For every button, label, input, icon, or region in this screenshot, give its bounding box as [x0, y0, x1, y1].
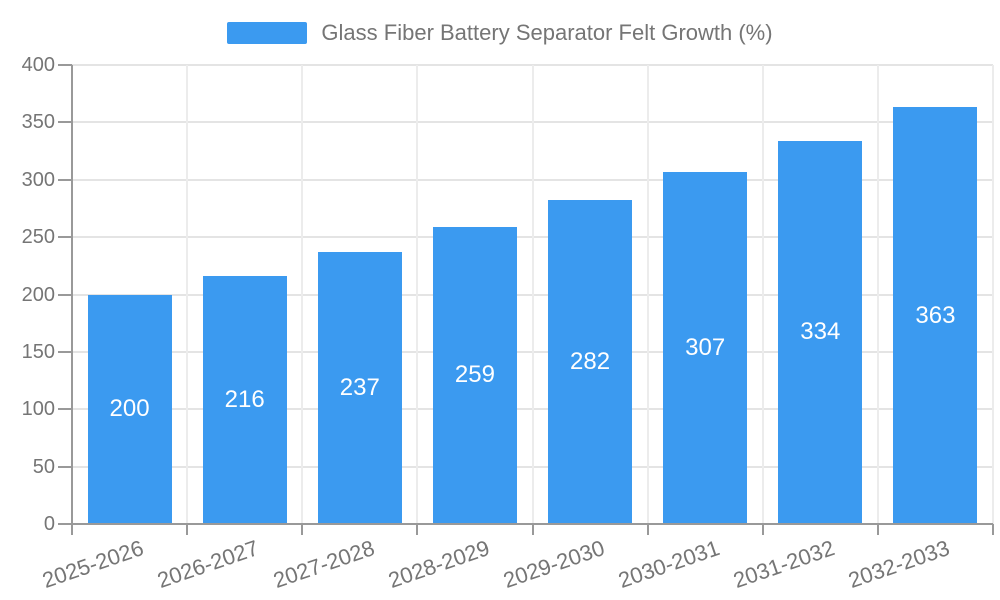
y-axis-label: 0 [43, 513, 55, 535]
x-axis-tick [646, 524, 649, 535]
x-axis-tick [876, 524, 879, 535]
x-axis-label: 2026-2027 [154, 535, 263, 594]
y-axis-tick [58, 350, 72, 353]
bar[interactable] [432, 226, 517, 524]
bar-value-label: 237 [339, 374, 380, 402]
v-gridline [876, 65, 879, 524]
bar-value-label: 334 [800, 318, 841, 346]
y-axis-label: 300 [21, 168, 55, 191]
y-axis-label: 150 [21, 340, 55, 363]
legend-label: Glass Fiber Battery Separator Felt Growt… [321, 20, 773, 45]
y-axis-label: 350 [21, 111, 55, 134]
x-axis-tick [71, 524, 73, 535]
bar-value-label: 259 [454, 361, 495, 389]
y-axis-label: 400 [21, 54, 55, 76]
v-gridline [416, 65, 419, 524]
bar[interactable] [548, 200, 633, 524]
v-gridline [531, 65, 534, 524]
v-gridline [992, 65, 994, 524]
x-axis-label: 2030-2031 [615, 535, 723, 594]
x-axis-label: 2032-2033 [845, 535, 953, 594]
y-axis-tick [58, 465, 72, 468]
bar-value-label: 200 [109, 395, 150, 423]
y-axis-line [71, 65, 73, 524]
bar-value-label: 307 [685, 333, 726, 361]
y-axis-tick [58, 121, 72, 124]
y-axis-label: 100 [21, 398, 55, 421]
x-axis-tick [186, 524, 189, 535]
bar[interactable] [663, 171, 748, 524]
x-axis-tick [301, 524, 304, 535]
x-axis-tick [992, 524, 994, 535]
y-axis-tick [58, 236, 72, 239]
bar-value-label: 282 [570, 348, 611, 376]
v-gridline [301, 65, 304, 524]
bar-value-label: 363 [915, 301, 956, 329]
legend[interactable]: Glass Fiber Battery Separator Felt Growt… [0, 20, 1000, 46]
y-axis-label: 50 [32, 455, 55, 478]
x-axis-tick [416, 524, 419, 535]
x-axis-tick [761, 524, 764, 535]
x-axis-label: 2027-2028 [269, 535, 378, 594]
y-axis-label: 250 [21, 226, 55, 249]
bar[interactable] [202, 276, 287, 524]
y-axis-label: 200 [21, 283, 55, 306]
bar-value-label: 216 [224, 386, 265, 414]
bar[interactable] [778, 140, 863, 524]
v-gridline [761, 65, 764, 524]
y-axis-tick [58, 178, 72, 181]
y-axis-tick [58, 523, 72, 525]
bar[interactable] [317, 252, 402, 524]
y-axis-tick [58, 408, 72, 411]
x-axis-label: 2029-2030 [499, 535, 608, 594]
v-gridline [186, 65, 189, 524]
x-axis-label: 2025-2026 [39, 535, 148, 594]
x-axis-line [72, 523, 993, 525]
v-gridline [646, 65, 649, 524]
y-axis-tick [58, 64, 72, 66]
bar[interactable] [893, 107, 978, 524]
y-axis-tick [58, 293, 72, 296]
x-axis-tick [531, 524, 534, 535]
bar[interactable] [87, 294, 172, 524]
legend-swatch[interactable] [227, 22, 308, 44]
x-axis-label: 2031-2032 [730, 535, 838, 594]
x-axis-label: 2028-2029 [384, 535, 493, 594]
